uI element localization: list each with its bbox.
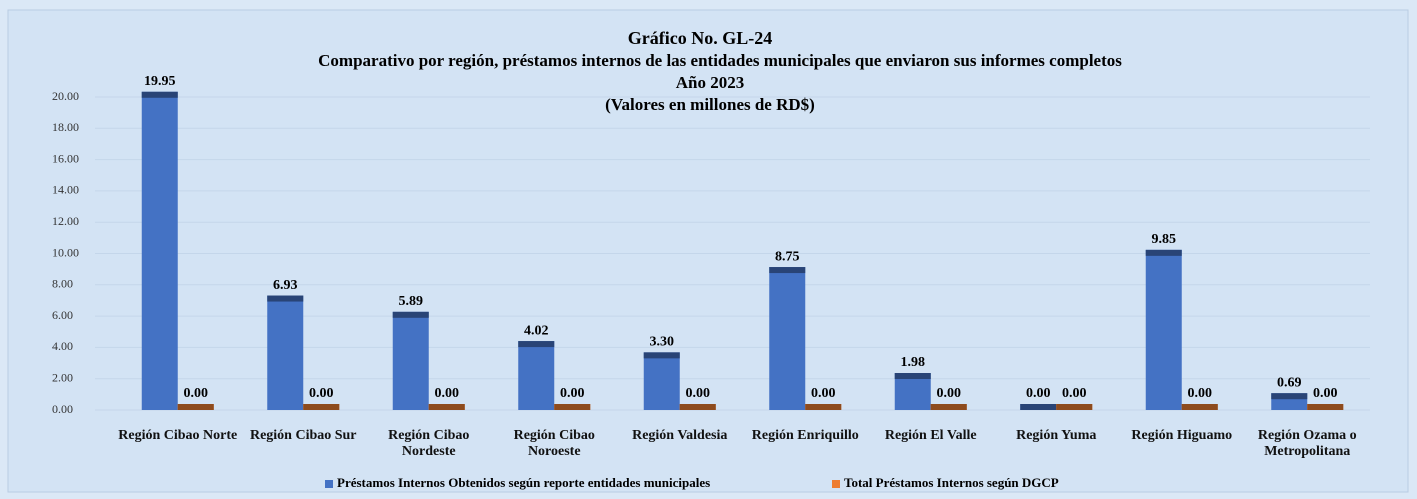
y-tick-label: 2.00 xyxy=(52,370,73,384)
data-label: 0.00 xyxy=(435,386,460,401)
bar-cap xyxy=(679,404,716,410)
x-tick-label: Región Cibao Sur xyxy=(249,428,357,443)
x-tick-label: Región Cibao Norte xyxy=(118,428,238,443)
data-label: 5.89 xyxy=(399,294,424,309)
bar-cap xyxy=(1307,404,1344,410)
data-label: 0.00 xyxy=(937,386,962,401)
data-label: 6.93 xyxy=(273,278,298,293)
bar-cap xyxy=(805,404,842,410)
bar-cap xyxy=(303,404,340,410)
data-label: 8.75 xyxy=(775,249,800,264)
data-label: 0.00 xyxy=(1188,386,1213,401)
x-tick-label: Región Cibao Nordeste xyxy=(388,428,470,459)
y-tick-label: 4.00 xyxy=(52,339,73,353)
data-label: 0.00 xyxy=(560,386,585,401)
chart-subtitle: (Valores en millones de RD$) xyxy=(605,95,815,114)
y-tick-label: 0.00 xyxy=(52,402,73,416)
data-label: 0.00 xyxy=(184,386,209,401)
bar xyxy=(267,295,304,410)
bar-cap xyxy=(141,91,178,98)
bar-cap xyxy=(267,295,304,302)
bar-cap xyxy=(554,404,591,410)
bar-cap xyxy=(392,311,429,318)
data-label: 0.00 xyxy=(1026,386,1051,401)
bar xyxy=(518,341,555,410)
y-tick-label: 8.00 xyxy=(52,277,73,291)
y-tick-label: 16.00 xyxy=(52,151,79,165)
bar xyxy=(643,352,680,410)
bar-cap xyxy=(1020,404,1057,410)
bar xyxy=(1145,249,1182,410)
x-tick-label: Región Ozama o Metropolitana xyxy=(1257,428,1357,459)
legend-swatch xyxy=(325,480,333,489)
bar-cap xyxy=(769,267,806,274)
bar-cap xyxy=(894,373,931,380)
bar-cap xyxy=(1145,249,1182,256)
chart-subtitle: Año 2023 xyxy=(676,73,744,92)
legend-item: Préstamos Internos Obtenidos según repor… xyxy=(325,475,710,491)
x-tick-label: Región Cibao Noroeste xyxy=(513,428,595,459)
y-tick-label: 18.00 xyxy=(52,120,79,134)
bar-cap xyxy=(1181,404,1218,410)
data-label: 4.02 xyxy=(524,323,549,338)
data-label: 19.95 xyxy=(144,74,176,89)
data-label: 0.00 xyxy=(811,386,836,401)
data-label: 3.30 xyxy=(650,335,675,350)
bar-cap xyxy=(643,352,680,359)
data-label: 0.00 xyxy=(686,386,711,401)
bar-cap xyxy=(428,404,465,410)
chart-subtitle: Comparativo por región, préstamos intern… xyxy=(318,51,1122,70)
data-label: 0.00 xyxy=(1313,386,1338,401)
bar-cap xyxy=(1056,404,1093,410)
legend-swatch xyxy=(832,480,840,489)
bar-cap xyxy=(930,404,967,410)
y-tick-label: 20.00 xyxy=(52,89,79,103)
bar xyxy=(141,91,178,410)
legend-label: Préstamos Internos Obtenidos según repor… xyxy=(337,475,711,490)
bar-cap xyxy=(177,404,214,410)
y-tick-label: 14.00 xyxy=(52,183,79,197)
x-tick-label: Región Valdesia xyxy=(632,428,728,443)
x-tick-label: Región Yuma xyxy=(1016,428,1097,443)
bar-cap xyxy=(1271,393,1308,400)
data-label: 1.98 xyxy=(901,355,926,370)
y-tick-label: 12.00 xyxy=(52,214,79,228)
y-tick-label: 10.00 xyxy=(52,245,79,259)
x-tick-label: Región Higuamo xyxy=(1131,428,1233,443)
legend-label: Total Préstamos Internos según DGCP xyxy=(844,475,1059,490)
x-tick-label: Región Enriquillo xyxy=(751,428,859,443)
y-tick-label: 6.00 xyxy=(52,308,73,322)
bar xyxy=(769,267,806,410)
x-tick-label: Región El Valle xyxy=(884,428,977,443)
data-label: 0.00 xyxy=(1062,386,1087,401)
chart-title: Gráfico No. GL-24 xyxy=(628,28,772,48)
data-label: 0.69 xyxy=(1277,375,1302,390)
bar xyxy=(894,373,931,410)
bar xyxy=(392,311,429,410)
legend-item: Total Préstamos Internos según DGCP xyxy=(832,475,1059,491)
data-label: 0.00 xyxy=(309,386,334,401)
bar-cap xyxy=(518,341,555,348)
data-label: 9.85 xyxy=(1152,232,1177,247)
